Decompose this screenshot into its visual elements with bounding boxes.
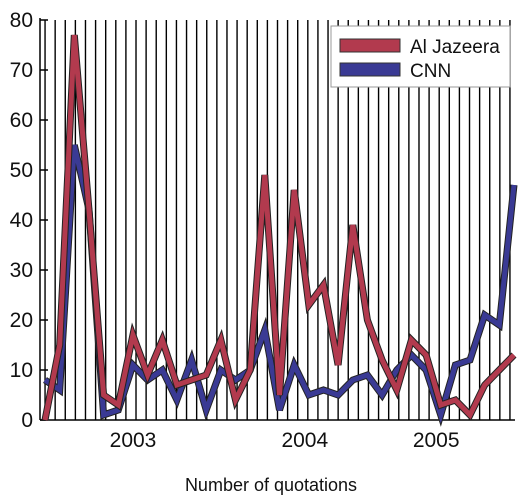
- x-axis-label: Number of quotations: [185, 475, 357, 495]
- legend-swatch-al-jazeera: [339, 38, 401, 53]
- y-tick-label: 80: [10, 9, 33, 32]
- y-axis: 0 10 20 30 40 50 60 70 80: [10, 9, 515, 432]
- y-tick-label: 50: [10, 159, 33, 182]
- y-tick-label: 30: [10, 259, 33, 282]
- legend-swatch-cnn: [339, 62, 401, 77]
- legend: Al Jazeera CNN: [330, 25, 511, 88]
- y-tick-label: 20: [10, 309, 33, 332]
- x-tick-label: 2005: [413, 429, 460, 452]
- y-tick-label: 60: [10, 109, 33, 132]
- y-tick-label: 40: [10, 209, 33, 232]
- series-lines: [41, 34, 518, 427]
- y-tick-label: 70: [10, 59, 33, 82]
- y-tick-label: 0: [21, 409, 33, 432]
- legend-label-cnn: CNN: [410, 61, 451, 82]
- series-line-al-jazeera: [42, 34, 516, 421]
- y-tick-label: 10: [10, 359, 33, 382]
- x-axis-ticks: 2003 2004 2005: [110, 429, 460, 452]
- x-tick-label: 2004: [281, 429, 328, 452]
- legend-label-al-jazeera: Al Jazeera: [410, 37, 500, 58]
- legend-box: [330, 25, 511, 88]
- x-tick-label: 2003: [110, 429, 157, 452]
